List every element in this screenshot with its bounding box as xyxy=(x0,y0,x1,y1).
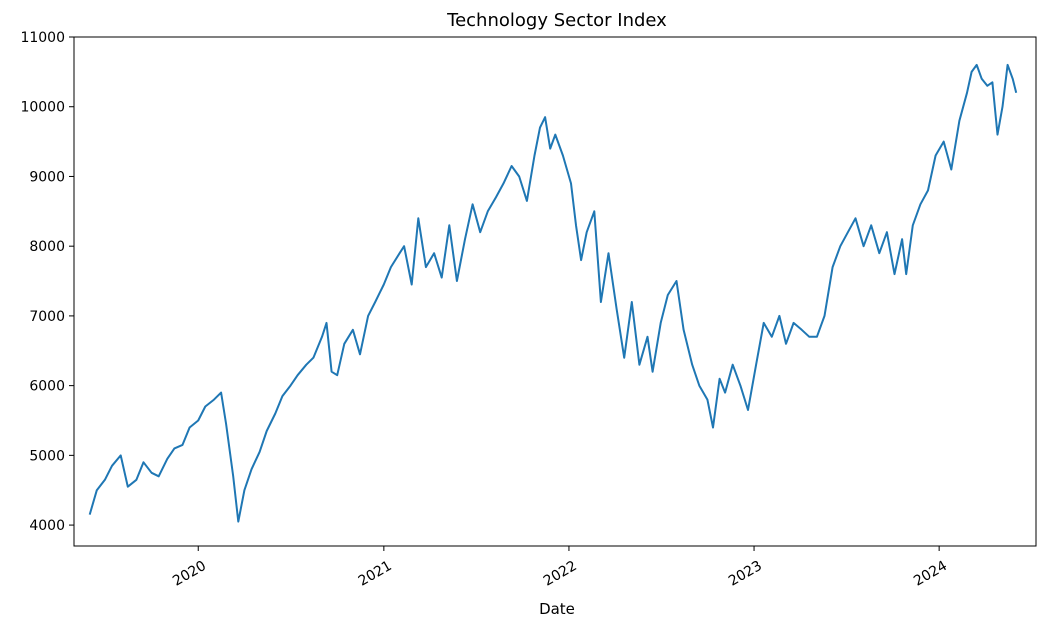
x-axis: 2020 2021 2022 2023 2024 xyxy=(170,546,950,590)
y-tick-label: 11000 xyxy=(20,30,65,46)
y-tick-label: 7000 xyxy=(29,309,65,325)
y-tick-label: 9000 xyxy=(29,169,65,185)
x-tick-label: 2020 xyxy=(170,558,209,590)
y-axis: 4000 5000 6000 7000 8000 9000 10000 11000 xyxy=(20,30,74,534)
x-tick-label: 2021 xyxy=(356,558,395,590)
plot-frame xyxy=(73,36,1037,547)
x-tick-label: 2023 xyxy=(726,558,765,590)
series-line-0 xyxy=(88,63,1018,523)
x-tick-label: 2024 xyxy=(911,558,950,590)
chart-title: Technology Sector Index xyxy=(446,10,667,31)
y-tick-label: 6000 xyxy=(29,379,65,395)
plot-area xyxy=(88,63,1018,523)
x-tick-label: 2022 xyxy=(541,558,580,590)
y-tick-label: 4000 xyxy=(29,518,65,534)
x-axis-label: Date xyxy=(539,600,575,618)
y-tick-label: 10000 xyxy=(20,100,65,116)
y-tick-label: 8000 xyxy=(29,239,65,255)
y-tick-label: 5000 xyxy=(29,448,65,464)
